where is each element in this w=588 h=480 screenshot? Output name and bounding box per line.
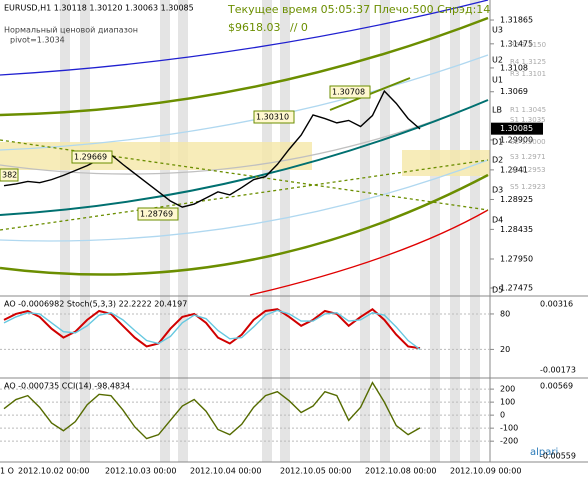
y-tick-label: 100	[500, 398, 515, 407]
callout-box	[329, 85, 371, 99]
brand: alpari	[530, 447, 558, 458]
bands	[0, 0, 489, 296]
pivot-label: S1 1.3035	[510, 116, 546, 124]
level-label: D3	[492, 186, 503, 195]
y-tick-label: -200	[500, 437, 518, 446]
callout: 1.28769	[140, 210, 173, 219]
session-shading	[60, 0, 480, 462]
pivot-label: S4 1.2953	[510, 166, 546, 174]
date-label: 2012.10.09 00:00	[450, 467, 521, 476]
callout-box	[71, 150, 113, 164]
y-tick-label: 1.31475	[500, 39, 533, 48]
symbol: EURUSD,H1 1.30118 1.30120 1.30063 1.3008…	[4, 4, 194, 13]
panel-title: AO -0.0006982 Stoch(5,3,3) 22.2222 20.41…	[4, 300, 187, 309]
mark: // 0	[290, 21, 308, 34]
panel-borders	[0, 0, 588, 463]
y-tick-label: 1.27950	[500, 254, 533, 263]
callout-box	[253, 110, 295, 124]
axis-label: 0.00316	[540, 300, 573, 309]
series-line	[3, 309, 421, 350]
y-tick-label: 1.2941	[500, 165, 528, 174]
date-label: 2012.10.08 00:00	[365, 467, 436, 476]
level-label: LB	[492, 106, 502, 115]
pivot-label: R1 1.3045	[510, 106, 546, 114]
callout-box	[0, 168, 19, 182]
date-label: 2012.10.05 00:00	[280, 467, 351, 476]
y-tick-label: 1.3069	[500, 87, 528, 96]
current-price-bg	[491, 122, 543, 135]
callout: 1.30708	[332, 88, 365, 97]
panel-title: AO -0.000735 CCI(14) -98.4834	[4, 382, 130, 391]
y-tick-label: 1.29900	[500, 135, 533, 144]
indicator: Нормальный ценовой диапазон	[4, 26, 138, 35]
pivot-label: S5 1.2923	[510, 183, 546, 191]
level-label: U2	[492, 56, 503, 65]
date-label: 2012.10.04 00:00	[190, 467, 261, 476]
balance: $9618.03	[228, 21, 281, 34]
level-label: U1	[492, 76, 503, 85]
y-tick-label: 1.27475	[500, 283, 533, 292]
pivot-label: R3 1.3101	[510, 70, 546, 78]
y-tick-label: 80	[500, 309, 510, 318]
y-tick-label: 1.31865	[500, 16, 533, 25]
axis-label: -0.00173	[540, 366, 576, 375]
callout: 1.30310	[256, 113, 289, 122]
date-label: 2012.10.03 00:00	[105, 467, 176, 476]
y-tick-label: -100	[500, 424, 518, 433]
y-tick-label: 0	[500, 411, 505, 420]
pivot-label: S2 1.3000	[510, 138, 546, 146]
callout-box	[137, 207, 179, 221]
callout: 1.29669	[74, 153, 107, 162]
level-label: D4	[492, 216, 503, 225]
pivot: pivot=1.3034	[10, 36, 65, 45]
date-label: 2012.10.02 00:00	[18, 467, 89, 476]
level-label: D5	[492, 286, 503, 295]
y-tick-label: 20	[500, 345, 510, 354]
y-tick-label: 200	[500, 385, 515, 394]
axis-label: -0.00559	[540, 452, 576, 461]
y-tick-label: 1.28925	[500, 195, 533, 204]
pivot-label: S3 1.2971	[510, 153, 546, 161]
current-price: 1.30085	[500, 124, 533, 133]
status: Текущее время 05:05:37 Плечо:500 Спрэд:1…	[227, 3, 490, 16]
axis-label: 0.00569	[540, 382, 573, 391]
series-line	[3, 89, 421, 208]
pivot-label: R5 1.3150	[510, 41, 546, 49]
level-label: D1	[492, 138, 503, 147]
level-label: D2	[492, 156, 503, 165]
pivot-label: R4 1.3125	[510, 58, 546, 66]
series-line	[3, 381, 421, 440]
y-tick-label: 1.28435	[500, 225, 533, 234]
y-tick-label: 1.3108	[500, 63, 528, 72]
level-label: U3	[492, 26, 503, 35]
callout: 382	[2, 171, 17, 180]
date-label: 1 O	[0, 467, 14, 476]
